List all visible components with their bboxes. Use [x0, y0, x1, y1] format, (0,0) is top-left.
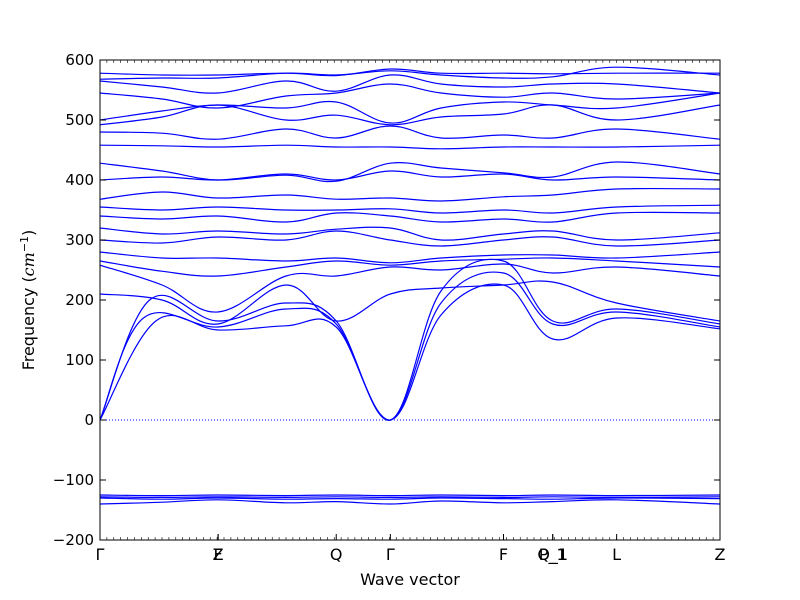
series-layer: [100, 66, 720, 505]
x-tick-label: F: [499, 545, 508, 564]
band-line-11: [100, 204, 720, 214]
y-tick-label: 0: [84, 411, 94, 429]
y-axis-label-prefix: Frequency (: [19, 276, 38, 370]
y-axis-label-exponent: −1: [18, 236, 31, 252]
band-line-16: [100, 125, 720, 140]
x-tick-label: Q_1: [537, 545, 568, 565]
y-tick-label: 100: [65, 351, 94, 369]
x-tick-label: P_1: [539, 545, 567, 565]
band-line-23: [100, 494, 720, 497]
band-line-9: [100, 226, 720, 241]
band-line-4: [100, 280, 720, 325]
band-line-8: [100, 230, 720, 247]
x-tick-label: Z: [715, 545, 726, 564]
y-tick-label: 400: [65, 171, 94, 189]
x-tick-label: Z: [213, 545, 224, 564]
x-tick-label: L: [612, 545, 621, 564]
y-axis-label-unit: cm: [19, 252, 38, 276]
x-tick-label: Γ: [96, 545, 105, 564]
band-line-12: [100, 187, 720, 202]
x-tick-labels: Γ ZF Q Γ F P_1Q_1 L Z: [96, 545, 726, 565]
y-tick-label: 300: [65, 231, 94, 249]
band-line-10: [100, 211, 720, 223]
y-tick-label: −200: [53, 531, 94, 549]
x-tick-label: Γ: [386, 545, 395, 564]
band-line-20: [100, 74, 720, 94]
x-axis-label: Wave vector: [360, 570, 460, 589]
band-line-21: [100, 66, 720, 80]
x-tick-label: F: [214, 545, 223, 564]
band-line-3: [100, 283, 720, 421]
y-tick-label: 600: [65, 51, 94, 69]
y-tick-label: −100: [53, 471, 94, 489]
plot-frame: [99, 59, 721, 541]
band-line-24: [100, 496, 720, 499]
y-tick-label: 500: [65, 111, 94, 129]
x-tick-label: Q: [330, 545, 343, 564]
band-line-5: [100, 263, 720, 313]
band-line-19: [100, 83, 720, 109]
band-line-7: [100, 251, 720, 264]
band-line-6: [100, 257, 720, 277]
band-line-13: [100, 170, 720, 181]
band-line-25: [100, 497, 720, 500]
y-axis-label: Frequency (cm−1): [18, 230, 39, 371]
band-line-15: [100, 144, 720, 150]
y-tick-label: 200: [65, 291, 94, 309]
y-axis-label-suffix: ): [19, 230, 38, 236]
y-tick-labels: −200 −100 0 100 200 300 400 500 600: [53, 51, 94, 549]
band-line-14: [100, 161, 720, 183]
band-line-22: [100, 68, 720, 77]
band-line-26: [100, 499, 720, 505]
band-line-18: [100, 92, 720, 124]
